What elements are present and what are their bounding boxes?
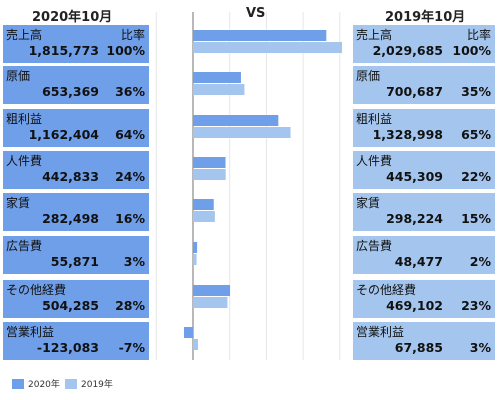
- item-value: 445,309: [386, 169, 443, 184]
- item-name: 広告費: [6, 239, 43, 253]
- card-2019-gross-profit: 粗利益 1,328,998 65%: [353, 109, 495, 147]
- item-ratio: 100%: [106, 43, 145, 58]
- item-name: 売上高: [6, 28, 43, 42]
- bar-2019-2: [193, 127, 291, 138]
- item-name: 家賃: [6, 196, 31, 210]
- bar-2019-0: [193, 42, 342, 53]
- legend-swatch-2020: [12, 378, 24, 389]
- item-name: 原価: [6, 69, 31, 83]
- item-value: 1,162,404: [28, 127, 99, 142]
- item-name: その他経費: [6, 283, 67, 297]
- item-ratio: 23%: [461, 298, 491, 313]
- item-ratio: 16%: [115, 211, 145, 226]
- legend-label-2019: 2019年: [81, 380, 113, 390]
- item-value: 700,687: [386, 84, 443, 99]
- bar-2020-6: [193, 285, 231, 296]
- card-2020-gross-profit: 粗利益 1,162,404 64%: [3, 109, 149, 147]
- card-2019-advertising: 広告費 48,477 2%: [353, 236, 495, 274]
- item-name: 営業利益: [6, 325, 55, 339]
- bar-2019-6: [193, 297, 228, 308]
- item-value: 1,815,773: [28, 43, 99, 58]
- item-name: 人件費: [356, 154, 393, 168]
- card-2019-other: その他経費 469,102 23%: [353, 280, 495, 318]
- bar-2019-4: [193, 211, 215, 222]
- item-name: 売上高: [356, 28, 393, 42]
- item-ratio: 3%: [469, 340, 491, 355]
- item-name: 人件費: [6, 154, 43, 168]
- card-2020-rent: 家賃 282,498 16%: [3, 193, 149, 231]
- legend-swatch-2019: [65, 378, 77, 389]
- item-ratio: 2%: [469, 254, 491, 269]
- item-ratio: -7%: [118, 340, 145, 355]
- item-ratio: 100%: [452, 43, 491, 58]
- item-name: その他経費: [356, 283, 417, 297]
- bar-2020-0: [193, 30, 327, 41]
- item-value: 1,328,998: [372, 127, 443, 142]
- item-value: 67,885: [394, 340, 443, 355]
- card-2019-personnel: 人件費 445,309 22%: [353, 151, 495, 189]
- ratio-label: 比率: [120, 28, 145, 42]
- bar-2019-1: [193, 84, 245, 95]
- bar-2020-5: [193, 242, 198, 253]
- item-value: 55,871: [50, 254, 99, 269]
- item-name: 営業利益: [356, 325, 405, 339]
- card-2020-personnel: 人件費 442,833 24%: [3, 151, 149, 189]
- card-2019-cost: 原価 700,687 35%: [353, 66, 495, 104]
- vs-header: VS: [246, 6, 266, 21]
- bar-2019-7: [193, 339, 198, 350]
- item-ratio: 64%: [115, 127, 145, 142]
- bar-2020-1: [193, 72, 241, 83]
- item-name: 家賃: [356, 196, 381, 210]
- left-period-header: 2020年10月: [32, 10, 113, 25]
- bar-2020-2: [193, 115, 279, 126]
- bar-2020-7: [183, 327, 193, 338]
- legend-item-2019: 2019年: [65, 377, 113, 390]
- card-2020-sales: 売上高 比率 1,815,773 100%: [3, 25, 149, 63]
- item-value: 653,369: [42, 84, 99, 99]
- item-ratio: 65%: [461, 127, 491, 142]
- bar-2019-5: [193, 254, 197, 265]
- comparison-bar-chart: [155, 12, 342, 360]
- item-value: 504,285: [42, 298, 99, 313]
- right-period-header: 2019年10月: [385, 10, 466, 25]
- card-2020-advertising: 広告費 55,871 3%: [3, 236, 149, 274]
- item-value: 282,498: [42, 211, 99, 226]
- item-ratio: 15%: [461, 211, 491, 226]
- bar-2020-4: [193, 199, 214, 210]
- bar-2019-3: [193, 169, 226, 180]
- ratio-label: 比率: [466, 28, 491, 42]
- card-2020-cost: 原価 653,369 36%: [3, 66, 149, 104]
- legend-label-2020: 2020年: [28, 380, 60, 390]
- item-ratio: 36%: [115, 84, 145, 99]
- card-2019-operating-profit: 営業利益 67,885 3%: [353, 322, 495, 360]
- card-2019-sales: 売上高 比率 2,029,685 100%: [353, 25, 495, 63]
- item-name: 広告費: [356, 239, 393, 253]
- item-ratio: 22%: [461, 169, 491, 184]
- item-name: 原価: [356, 69, 381, 83]
- legend-item-2020: 2020年: [12, 377, 60, 390]
- item-ratio: 3%: [123, 254, 145, 269]
- card-2020-other: その他経費 504,285 28%: [3, 280, 149, 318]
- card-2020-operating-profit: 営業利益 -123,083 -7%: [3, 322, 149, 360]
- item-value: 442,833: [42, 169, 99, 184]
- item-ratio: 35%: [461, 84, 491, 99]
- item-value: 48,477: [394, 254, 443, 269]
- item-value: 469,102: [386, 298, 443, 313]
- item-name: 粗利益: [356, 112, 393, 126]
- bar-2020-3: [193, 157, 226, 168]
- item-value: 298,224: [386, 211, 443, 226]
- item-value: 2,029,685: [372, 43, 443, 58]
- item-ratio: 28%: [115, 298, 145, 313]
- item-ratio: 24%: [115, 169, 145, 184]
- item-value: -123,083: [36, 340, 99, 355]
- card-2019-rent: 家賃 298,224 15%: [353, 193, 495, 231]
- item-name: 粗利益: [6, 112, 43, 126]
